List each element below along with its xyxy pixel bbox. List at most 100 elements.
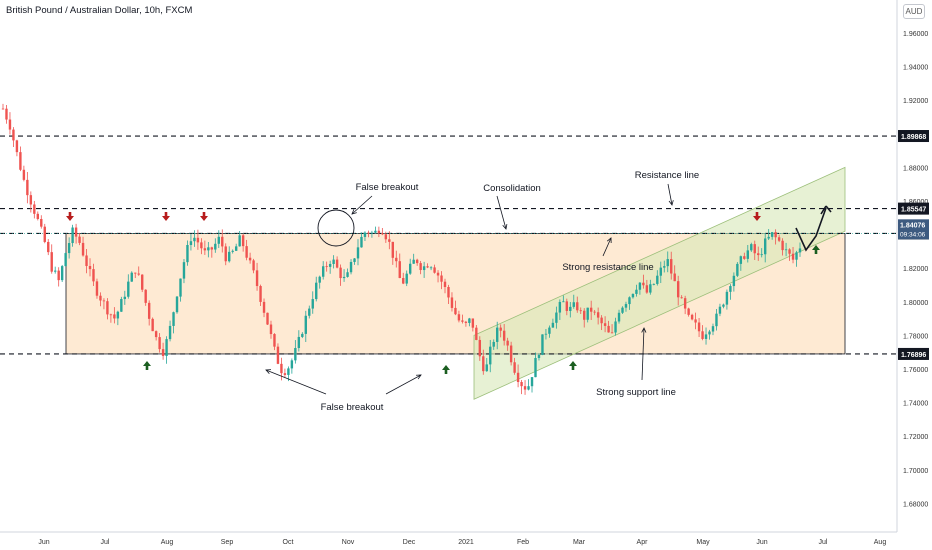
candle-body xyxy=(241,235,245,247)
candle-body xyxy=(610,332,614,334)
candle-body xyxy=(548,327,551,334)
candle-body xyxy=(40,218,43,227)
candle-body xyxy=(370,232,374,234)
candle-body xyxy=(193,237,196,242)
candle-body xyxy=(120,299,123,312)
candle-body xyxy=(670,259,673,274)
candle-body xyxy=(527,386,530,390)
ascending-channel xyxy=(473,166,846,400)
candle-body xyxy=(290,360,294,369)
candle-body xyxy=(238,235,241,247)
price-tick-label: 1.70000 xyxy=(903,468,928,475)
consolidation-pointer xyxy=(496,195,507,230)
candle-body xyxy=(224,246,227,262)
candle-body xyxy=(36,213,40,219)
candle-body xyxy=(656,275,659,284)
candle-body xyxy=(283,373,287,375)
price-tick-label: 1.94000 xyxy=(903,65,928,72)
current-price-tag xyxy=(898,219,929,240)
candle-body xyxy=(353,258,356,262)
candle-body xyxy=(760,254,763,256)
candle-body xyxy=(168,325,172,340)
candle-body xyxy=(301,333,304,337)
resistance-line-pointer xyxy=(667,183,673,206)
candle-body xyxy=(50,252,53,272)
candle-body xyxy=(81,242,85,256)
false-breakout-circle xyxy=(317,209,355,247)
candle-body xyxy=(743,256,746,259)
candle-body xyxy=(617,312,621,322)
candle-body xyxy=(635,289,638,294)
candle-body xyxy=(217,236,220,244)
candle-body xyxy=(234,246,238,251)
candle-body xyxy=(711,326,715,332)
candle-body xyxy=(374,230,377,233)
candle-body xyxy=(308,308,311,316)
candle-body xyxy=(642,282,645,286)
candle-body xyxy=(589,307,593,312)
strong-support-pointer xyxy=(641,327,645,381)
candle-body xyxy=(47,241,50,253)
candle-body xyxy=(680,297,683,299)
candle-body xyxy=(596,312,600,318)
candle-body xyxy=(777,237,781,241)
time-tick-label: Jul xyxy=(101,539,110,546)
candle-body xyxy=(74,227,78,237)
candle-body xyxy=(687,308,690,315)
price-tick-label: 1.68000 xyxy=(903,501,928,508)
candle-body xyxy=(294,348,297,361)
candle-body xyxy=(447,287,450,298)
price-tick-label: 1.86000 xyxy=(903,199,928,206)
candle-body xyxy=(798,248,802,253)
candle-body xyxy=(739,256,743,264)
false-breakout-pointer xyxy=(351,195,373,215)
candle-body xyxy=(415,259,419,264)
candle-body xyxy=(158,337,161,350)
candle-body xyxy=(579,310,582,312)
candle-body xyxy=(203,248,207,251)
candle-body xyxy=(1,108,5,110)
candle-body xyxy=(318,276,321,283)
candle-body xyxy=(652,283,656,285)
candle-body xyxy=(502,330,506,341)
price-tick-label: 1.72000 xyxy=(903,434,928,441)
projected-path xyxy=(795,207,827,252)
time-tick-label: Jul xyxy=(819,539,828,546)
candle-body xyxy=(530,377,534,387)
candle-body xyxy=(200,242,203,249)
candle-body xyxy=(356,247,360,259)
candle-body xyxy=(516,372,520,383)
candle-body xyxy=(509,345,513,363)
resistance-touch-arrow xyxy=(162,212,170,221)
candle-body xyxy=(593,311,596,313)
candle-body xyxy=(335,259,339,268)
candle-body xyxy=(600,317,603,324)
support-touch-arrow xyxy=(442,365,450,374)
projected-path-arrowhead xyxy=(820,205,832,215)
annotation-label: Strong support line xyxy=(596,387,676,398)
candle-body xyxy=(492,341,495,347)
candle-body xyxy=(506,340,509,346)
candle-body xyxy=(360,236,363,248)
candle-body xyxy=(144,289,147,303)
candle-body xyxy=(228,251,231,262)
candle-body xyxy=(715,313,718,327)
candle-body xyxy=(99,295,102,301)
candle-body xyxy=(328,263,332,267)
candle-body xyxy=(67,243,71,254)
candle-body xyxy=(147,302,151,319)
candle-body xyxy=(541,334,544,355)
candle-body xyxy=(666,259,669,267)
candle-body xyxy=(659,267,662,276)
candle-body xyxy=(708,331,711,335)
candle-body xyxy=(795,252,798,260)
time-tick-label: 2021 xyxy=(458,539,474,546)
candle-body xyxy=(701,331,704,339)
price-tick-label: 1.88000 xyxy=(903,165,928,172)
resistance-touch-arrow xyxy=(200,212,208,221)
candle-body xyxy=(363,232,367,237)
candle-body xyxy=(551,322,555,328)
candle-body xyxy=(614,321,617,333)
currency-badge[interactable]: AUD xyxy=(903,4,925,19)
